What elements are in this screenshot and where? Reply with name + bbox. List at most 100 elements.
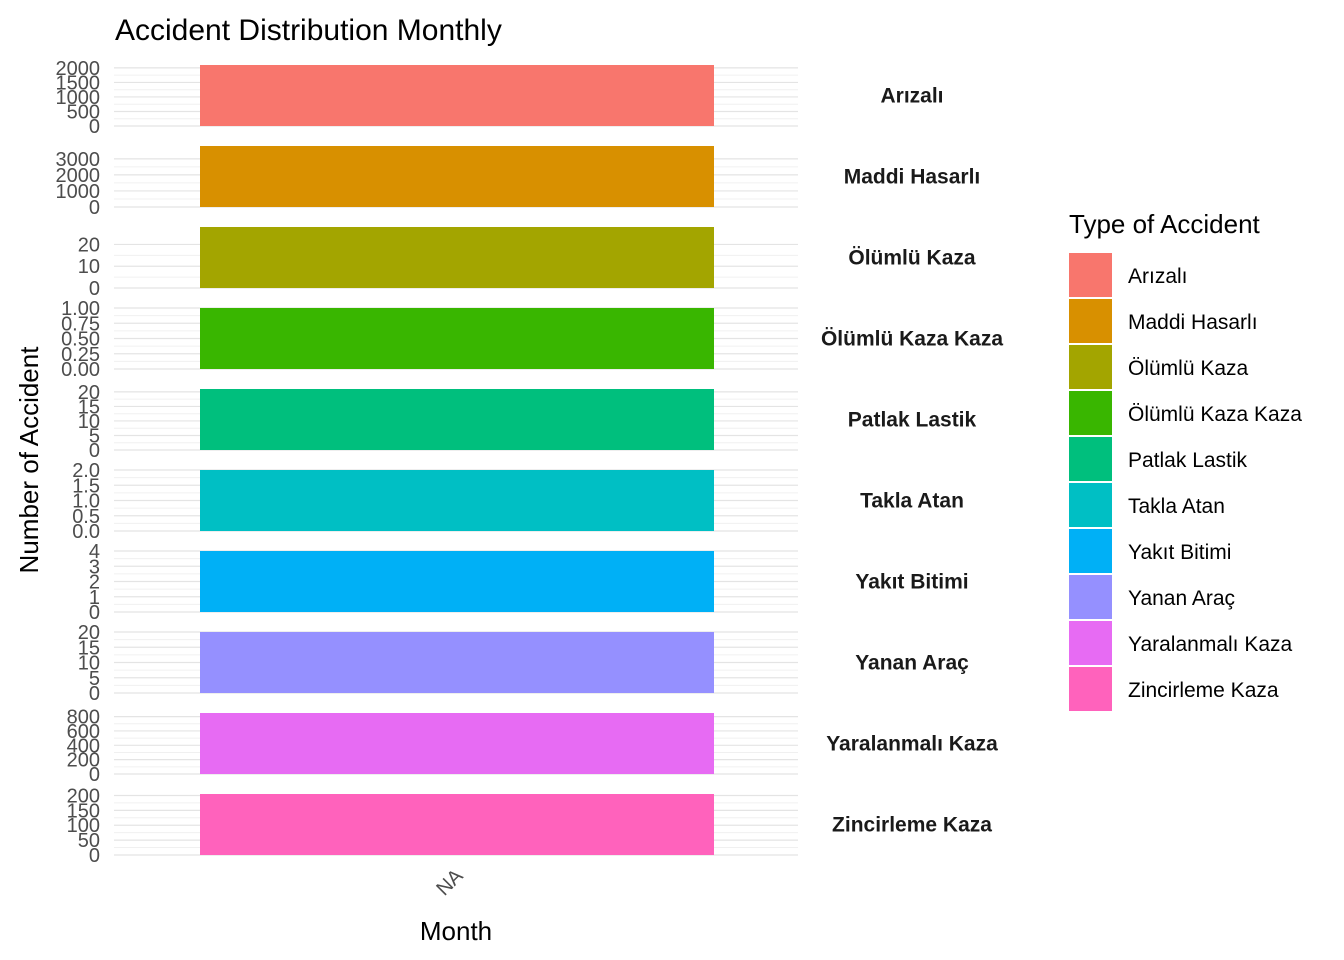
facet-strip-label: Yaralanmalı Kaza (826, 733, 998, 756)
x-axis-title: Month (420, 916, 492, 946)
legend-key (1069, 667, 1112, 711)
bar (200, 470, 714, 531)
bar (200, 308, 714, 369)
y-tick-label: 1000 (56, 87, 101, 109)
legend-item: Ölümlü Kaza Kaza (1069, 391, 1302, 435)
y-axis-title: Number of Accident (14, 346, 44, 574)
facet-panel: 0.00.51.01.52.0 Takla Atan (72, 460, 964, 543)
legend-label: Takla Atan (1128, 495, 1225, 518)
y-tick-label: 0.0 (72, 521, 100, 543)
bar (200, 713, 714, 774)
legend-label: Ölümlü Kaza (1128, 357, 1249, 380)
facet-strip-label: Arızalı (880, 85, 943, 108)
legend-label: Maddi Hasarlı (1128, 311, 1258, 334)
y-tick-label: 0 (89, 845, 100, 867)
y-tick-label: 10 (78, 653, 100, 675)
y-tick-label: 0.00 (61, 359, 100, 381)
legend-key (1069, 575, 1112, 619)
bar (200, 146, 714, 207)
facet-strip-label: Ölümlü Kaza Kaza (821, 328, 1003, 351)
facet-strip-label: Yanan Araç (855, 652, 969, 675)
y-tick-label: 1500 (56, 72, 101, 94)
chart-title: Accident Distribution Monthly (115, 14, 502, 47)
bar (200, 227, 714, 288)
legend-label: Zincirleme Kaza (1128, 679, 1279, 702)
legend-item: Ölümlü Kaza (1069, 345, 1249, 389)
legend-key (1069, 299, 1112, 343)
y-tick-label: 20 (78, 622, 100, 644)
y-tick-label: 1.0 (72, 491, 100, 513)
bar (200, 65, 714, 126)
y-tick-label: 0 (89, 116, 100, 138)
y-tick-label: 2000 (56, 58, 101, 80)
y-tick-label: 15 (78, 637, 100, 659)
y-tick-label: 0 (89, 683, 100, 705)
facet-strip-label: Maddi Hasarlı (844, 166, 981, 189)
legend-label: Ölümlü Kaza Kaza (1128, 403, 1302, 426)
y-tick-label: 5 (89, 425, 100, 447)
facet-strip-label: Patlak Lastik (848, 409, 977, 432)
bar (200, 389, 714, 450)
legend-item: Zincirleme Kaza (1069, 667, 1279, 711)
y-tick-label: 800 (67, 707, 100, 729)
legend-label: Arızalı (1128, 265, 1188, 288)
legend-key (1069, 621, 1112, 665)
y-tick-label: 0 (89, 278, 100, 300)
y-tick-label: 100 (67, 815, 100, 837)
legend-item: Patlak Lastik (1069, 437, 1248, 481)
y-tick-label: 15 (78, 396, 100, 418)
y-tick-label: 500 (67, 101, 100, 123)
y-tick-label: 3000 (56, 149, 101, 171)
y-tick-label: 0 (89, 440, 100, 462)
y-tick-label: 0 (89, 602, 100, 624)
y-tick-label: 0.75 (61, 313, 100, 335)
y-tick-label: 2 (89, 572, 100, 594)
y-tick-label: 0 (89, 764, 100, 786)
y-tick-label: 200 (67, 785, 100, 807)
bar (200, 551, 714, 612)
y-tick-label: 50 (78, 830, 100, 852)
legend-key (1069, 437, 1112, 481)
facet-strip-label: Zincirleme Kaza (832, 814, 992, 837)
y-tick-label: 200 (67, 750, 100, 772)
legend-key (1069, 529, 1112, 573)
legend-label: Yakıt Bitimi (1128, 541, 1231, 564)
facet-panels: 0500100015002000Arızalı0100020003000Madd… (56, 58, 1004, 900)
legend-item: Arızalı (1069, 253, 1188, 297)
y-tick-label: 150 (67, 800, 100, 822)
legend-item: Yaralanmalı Kaza (1069, 621, 1293, 665)
legend-key (1069, 253, 1112, 297)
legend-label: Yaralanmalı Kaza (1128, 633, 1293, 656)
facet-panel: 0.000.250.500.751.00 Ölümlü Kaza Kaza (61, 298, 1003, 381)
facet-strip-label: Ölümlü Kaza (848, 247, 976, 270)
facet-strip-label: Yakıt Bitimi (855, 571, 968, 594)
legend-key (1069, 483, 1112, 527)
legend-item: Yakıt Bitimi (1069, 529, 1231, 573)
y-tick-label: 1.5 (72, 475, 100, 497)
legend-label: Patlak Lastik (1128, 449, 1248, 472)
y-tick-label: 600 (67, 721, 100, 743)
y-tick-label: 20 (78, 234, 100, 256)
y-tick-label: 0 (89, 197, 100, 219)
y-tick-label: 4 (89, 541, 100, 563)
y-tick-label: 3 (89, 556, 100, 578)
y-tick-label: 10 (78, 256, 100, 278)
bar (200, 794, 714, 855)
legend: Type of Accident Arızalı Maddi Hasarlı Ölü… (1069, 209, 1302, 711)
y-tick-label: 5 (89, 668, 100, 690)
legend-key (1069, 391, 1112, 435)
y-tick-label: 0.5 (72, 506, 100, 528)
y-tick-label: 10 (78, 411, 100, 433)
y-tick-label: 2000 (56, 165, 101, 187)
y-tick-label: 1 (89, 587, 100, 609)
y-tick-label: 0.50 (61, 329, 100, 351)
y-tick-label: 1000 (56, 181, 101, 203)
facet-strip-label: Takla Atan (860, 490, 964, 513)
